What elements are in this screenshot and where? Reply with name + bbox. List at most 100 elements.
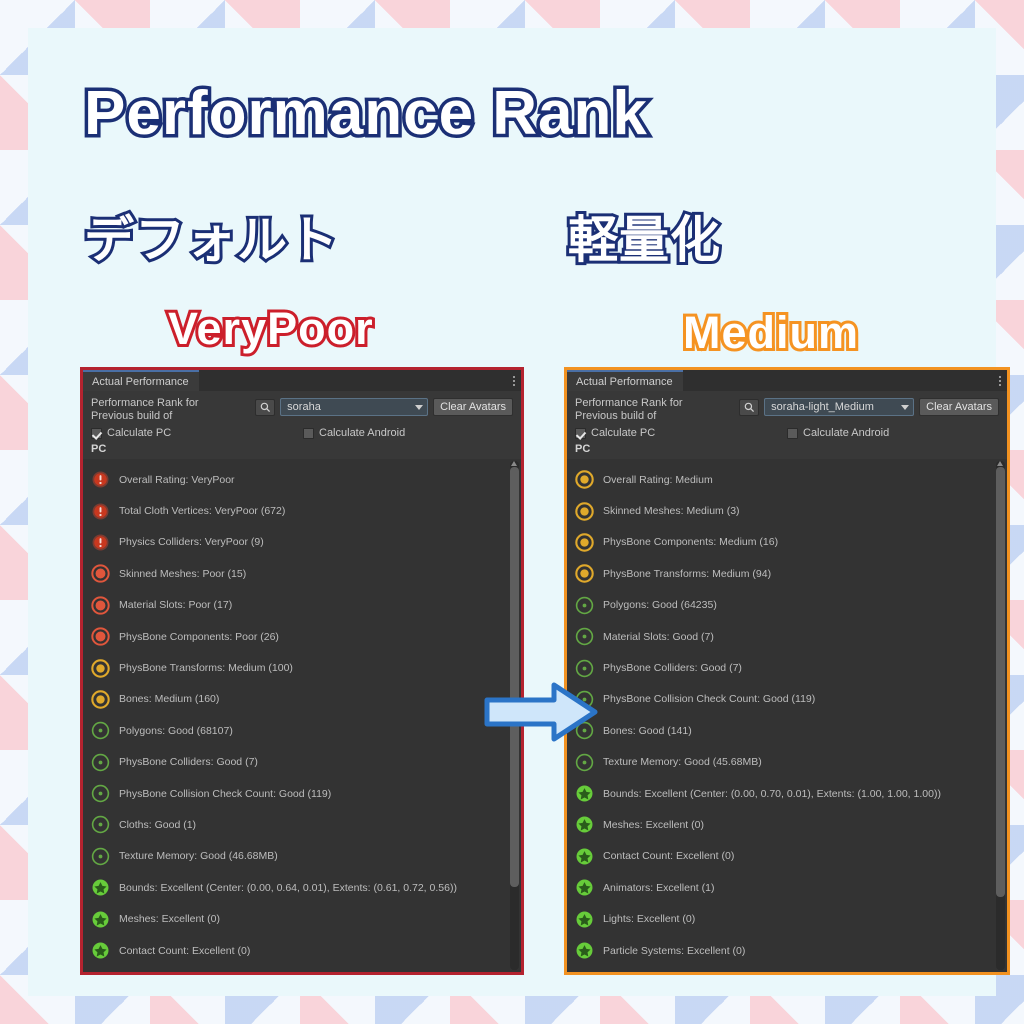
list-item[interactable]: Bones: Good (141): [567, 715, 1007, 746]
clear-avatars-button[interactable]: Clear Avatars: [433, 398, 513, 416]
kebab-menu-icon[interactable]: [513, 375, 515, 386]
list-item-label: Bounds: Excellent (Center: (0.00, 0.70, …: [603, 787, 941, 800]
rating-icon-good: [91, 753, 110, 771]
list-item[interactable]: Polygons: Good (68107): [83, 715, 521, 746]
transition-arrow-icon: [484, 682, 598, 742]
list-item-label: Overall Rating: VeryPoor: [119, 473, 235, 486]
avatar-dropdown[interactable]: soraha: [280, 398, 429, 416]
list-item[interactable]: Bounds: Excellent (Center: (0.00, 0.64, …: [83, 872, 521, 903]
rating-icon-verypoor: [92, 534, 109, 551]
rating-icon-excellent: [576, 785, 593, 802]
rating-icon-excellent: [576, 848, 593, 865]
list-item-label: Texture Memory: Good (46.68MB): [119, 850, 278, 863]
right-results-list-container: Overall Rating: Medium Skinned Meshes: Me…: [567, 459, 1007, 972]
rating-icon-good: [575, 659, 594, 677]
list-item[interactable]: Contact Count: Excellent (0): [83, 935, 521, 966]
clear-avatars-button[interactable]: Clear Avatars: [919, 398, 999, 416]
rating-icon-medium: [91, 690, 110, 709]
list-item[interactable]: PhysBone Collision Check Count: Good (11…: [567, 684, 1007, 715]
rating-icon-good: [91, 847, 110, 866]
chevron-down-icon: [415, 404, 424, 410]
rating-icon-medium: [91, 658, 110, 678]
list-item-label: PhysBone Colliders: Good (7): [119, 756, 258, 769]
list-item[interactable]: Bones: Medium (160): [83, 684, 521, 715]
list-item-label: Skinned Meshes: Medium (3): [603, 505, 740, 518]
list-item-label: Material Slots: Good (7): [603, 630, 714, 643]
checkbox-icon-checked[interactable]: [91, 427, 102, 439]
checkbox-icon-unchecked[interactable]: [787, 427, 798, 439]
list-item-label: Material Slots: Poor (17): [119, 599, 233, 612]
list-item[interactable]: Meshes: Excellent (0): [567, 809, 1007, 840]
list-item[interactable]: Texture Memory: Good (45.68MB): [567, 747, 1007, 778]
page-title: Performance Rank: [81, 76, 651, 152]
rating-icon-verypoor: [92, 503, 109, 520]
rating-icon-verypoor: [92, 471, 109, 488]
list-item-label: Texture Memory: Good (45.68MB): [603, 756, 762, 769]
tab-actual-performance[interactable]: Actual Performance: [83, 370, 199, 391]
list-item-label: Polygons: Good (64235): [603, 599, 717, 612]
kebab-menu-icon[interactable]: [999, 375, 1001, 386]
list-item[interactable]: Physics Colliders: VeryPoor (9): [83, 527, 521, 558]
list-item[interactable]: Texture Memory: Good (46.68MB): [83, 841, 521, 872]
left-platform-label: PC: [91, 443, 107, 455]
checkbox-icon-unchecked[interactable]: [303, 427, 314, 439]
right-results-list: Overall Rating: Medium Skinned Meshes: Me…: [567, 459, 1007, 966]
avatar-dropdown[interactable]: soraha-light_Medium: [764, 398, 915, 416]
right-calculate-row: Calculate PC Calculate Android: [575, 427, 999, 439]
search-icon[interactable]: [739, 398, 760, 416]
rating-icon-good: [91, 816, 110, 834]
right-tab-bar: Actual Performance: [567, 370, 1007, 391]
right-rank-label: Medium: [680, 304, 861, 361]
list-item[interactable]: PhysBone Components: Poor (26): [83, 621, 521, 652]
rating-icon-good: [575, 627, 594, 646]
list-item-label: Contact Count: Excellent (0): [603, 850, 735, 863]
list-item[interactable]: Overall Rating: Medium: [567, 464, 1007, 495]
rating-icon-medium: [575, 533, 594, 552]
rating-icon-good: [575, 722, 594, 740]
list-item[interactable]: Polygons: Good (64235): [567, 590, 1007, 621]
list-item[interactable]: Cloths: Good (1): [83, 809, 521, 840]
calculate-pc-checkbox[interactable]: Calculate PC: [91, 427, 303, 439]
list-item-label: PhysBone Collision Check Count: Good (11…: [603, 693, 816, 706]
calculate-pc-label: Calculate PC: [591, 427, 656, 439]
right-section-heading: 軽量化: [565, 209, 723, 271]
list-item-label: Lights: Excellent (0): [603, 913, 696, 926]
right-scrollbar[interactable]: [996, 461, 1005, 970]
avatar-dropdown-value: soraha-light_Medium: [771, 401, 874, 413]
checkbox-icon-checked[interactable]: [575, 427, 586, 439]
left-results-list-container: Overall Rating: VeryPoor Total Cloth Vert…: [83, 459, 521, 972]
list-item[interactable]: Total Cloth Vertices: VeryPoor (672): [83, 495, 521, 526]
rating-icon-excellent: [576, 942, 593, 959]
list-item[interactable]: PhysBone Components: Medium (16): [567, 527, 1007, 558]
list-item[interactable]: Particle Systems: Excellent (0): [567, 935, 1007, 966]
calculate-android-checkbox[interactable]: Calculate Android: [787, 427, 889, 439]
list-item[interactable]: PhysBone Collision Check Count: Good (11…: [83, 778, 521, 809]
list-item-label: Bones: Good (141): [603, 724, 692, 737]
list-item-label: Meshes: Excellent (0): [119, 913, 220, 926]
left-section-heading: デフォルト: [81, 209, 341, 271]
list-item[interactable]: Material Slots: Good (7): [567, 621, 1007, 652]
tab-actual-performance[interactable]: Actual Performance: [567, 370, 683, 391]
calculate-android-checkbox[interactable]: Calculate Android: [303, 427, 405, 439]
list-item[interactable]: Overall Rating: VeryPoor: [83, 464, 521, 495]
list-item[interactable]: Meshes: Excellent (0): [83, 903, 521, 934]
list-item[interactable]: PhysBone Transforms: Medium (100): [83, 652, 521, 683]
list-item[interactable]: Material Slots: Poor (17): [83, 590, 521, 621]
list-item[interactable]: PhysBone Colliders: Good (7): [83, 747, 521, 778]
list-item[interactable]: Animators: Excellent (1): [567, 872, 1007, 903]
list-item[interactable]: Skinned Meshes: Medium (3): [567, 495, 1007, 526]
list-item[interactable]: Lights: Excellent (0): [567, 903, 1007, 934]
rating-icon-medium: [575, 564, 594, 584]
rating-icon-medium: [575, 470, 594, 489]
calculate-pc-checkbox[interactable]: Calculate PC: [575, 427, 787, 439]
left-tab-bar: Actual Performance: [83, 370, 521, 391]
list-item[interactable]: Bounds: Excellent (Center: (0.00, 0.70, …: [567, 778, 1007, 809]
list-item[interactable]: Contact Count: Excellent (0): [567, 841, 1007, 872]
list-item-label: Polygons: Good (68107): [119, 724, 233, 737]
list-item-label: PhysBone Transforms: Medium (94): [603, 567, 772, 580]
list-item[interactable]: PhysBone Colliders: Good (7): [567, 652, 1007, 683]
list-item[interactable]: Skinned Meshes: Poor (15): [83, 558, 521, 589]
search-icon[interactable]: [255, 398, 276, 416]
list-item[interactable]: PhysBone Transforms: Medium (94): [567, 558, 1007, 589]
chevron-down-icon: [901, 404, 910, 410]
